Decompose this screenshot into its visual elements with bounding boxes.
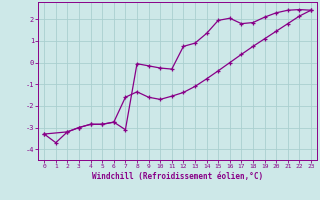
X-axis label: Windchill (Refroidissement éolien,°C): Windchill (Refroidissement éolien,°C) xyxy=(92,172,263,181)
